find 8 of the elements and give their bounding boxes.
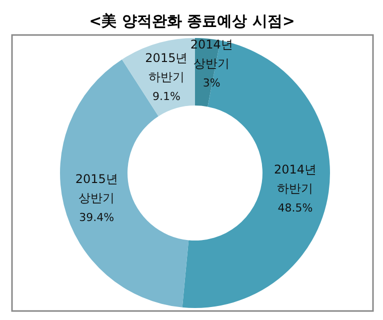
- slice-label: 2015년 상반기: [75, 172, 118, 205]
- data-label: 48.5%: [278, 201, 313, 214]
- data-label: 3%: [202, 76, 220, 90]
- slice-label: 2014년 하반기: [274, 162, 317, 196]
- data-label: 9.1%: [152, 90, 180, 103]
- data-label: 39.4%: [79, 210, 114, 224]
- chart-title: <美 양적완화 종료예상 시점>: [89, 12, 295, 30]
- slice-label: 2015년 하반기: [145, 50, 188, 84]
